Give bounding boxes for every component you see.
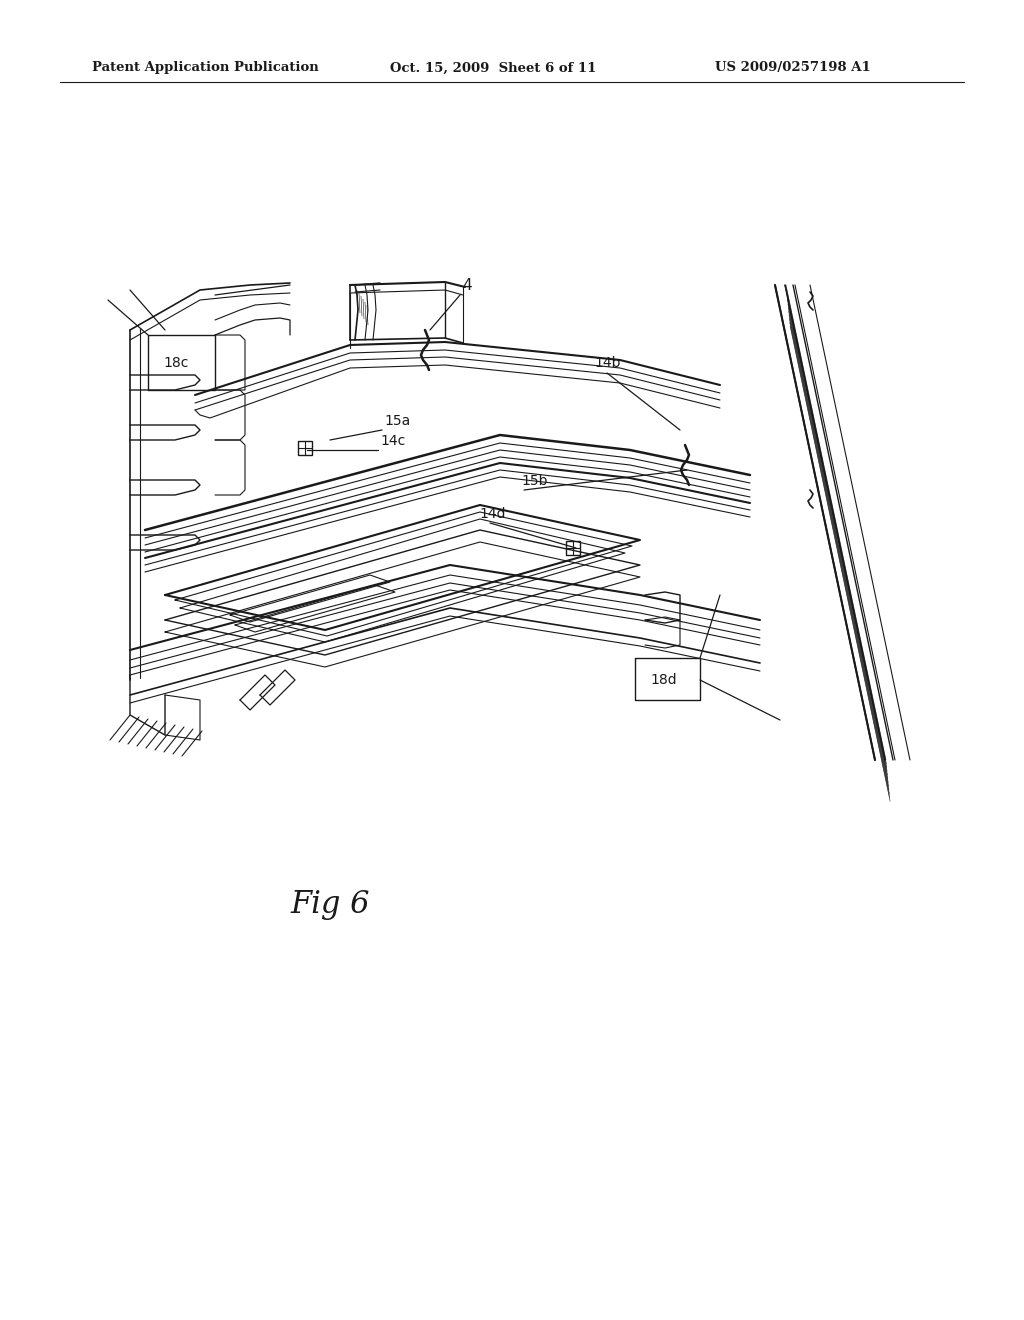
Text: 14b: 14b [594, 356, 621, 370]
Text: 18d: 18d [650, 673, 677, 686]
Text: 14c: 14c [380, 434, 406, 447]
Text: 15b: 15b [521, 474, 548, 488]
Text: 18c: 18c [163, 356, 188, 370]
Text: 14d: 14d [479, 507, 506, 521]
Text: Patent Application Publication: Patent Application Publication [92, 62, 318, 74]
Text: Oct. 15, 2009  Sheet 6 of 11: Oct. 15, 2009 Sheet 6 of 11 [390, 62, 596, 74]
Text: US 2009/0257198 A1: US 2009/0257198 A1 [715, 62, 870, 74]
Text: 4: 4 [462, 279, 472, 293]
Text: Fig 6: Fig 6 [290, 890, 370, 920]
FancyBboxPatch shape [566, 541, 580, 554]
FancyBboxPatch shape [298, 441, 312, 455]
Text: 15a: 15a [384, 414, 411, 428]
